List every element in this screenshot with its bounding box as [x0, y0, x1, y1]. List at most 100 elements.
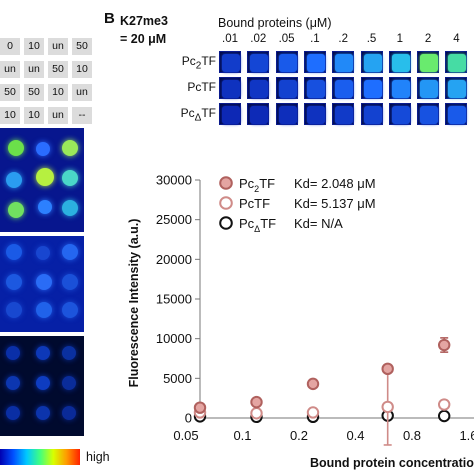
y-tick-label: 0 [185, 411, 192, 426]
table-cell: un [24, 61, 44, 78]
x-tick-label: 0.05 [173, 428, 198, 443]
legend-marker [219, 216, 233, 230]
array-spot [36, 168, 54, 186]
array-spot [36, 346, 50, 360]
array-spot [420, 54, 439, 72]
legend-label: PcTF [239, 196, 270, 211]
array-spot [6, 302, 22, 318]
array-well [247, 51, 270, 73]
array-spot [448, 80, 467, 98]
array-spot [62, 140, 78, 156]
concentration-label: 1 [396, 33, 403, 45]
array-well [219, 103, 241, 125]
array-spot [6, 406, 20, 420]
condition-label-line2: = 20 μM [120, 32, 167, 46]
data-point [306, 406, 320, 419]
array-spot [448, 106, 467, 124]
array-spot [36, 406, 50, 420]
array-spot [363, 106, 382, 124]
array-spot [222, 106, 240, 124]
array-well [247, 103, 270, 125]
data-point [381, 362, 394, 376]
table-row: 50 50 10 un [0, 84, 96, 102]
array-spot [278, 54, 297, 72]
panel-b-label: B [104, 10, 115, 27]
array-spot [62, 302, 78, 318]
array-row-label: PcΔTF [180, 106, 216, 124]
x-tick-label: 0.1 [233, 428, 251, 443]
legend-label: Pc2TF [239, 176, 275, 194]
y-tick-label: 30000 [156, 173, 192, 188]
array-spot [62, 244, 78, 260]
array-well [303, 51, 326, 73]
array-spot [391, 80, 410, 98]
table-cell: 0 [0, 38, 20, 55]
data-point [306, 377, 320, 391]
array-spot [36, 376, 50, 390]
array-header: Bound proteins (μM) [218, 16, 332, 30]
concentration-label: 4 [453, 33, 460, 45]
concentration-label: .01 [222, 33, 238, 45]
array-spot [420, 80, 439, 98]
array-spot [363, 80, 382, 98]
array-well [417, 51, 440, 73]
array-spot [6, 346, 20, 360]
array-spot [306, 54, 325, 72]
array-spot [278, 80, 297, 98]
array-spot [62, 170, 78, 186]
table-cell: 50 [0, 84, 20, 101]
array-well [445, 51, 468, 73]
concentration-label: 2 [424, 33, 432, 45]
array-spot [36, 246, 50, 260]
array-spot [6, 172, 22, 188]
array-row-label: Pc2TF [181, 54, 216, 72]
array-spot [278, 106, 297, 124]
table-cell: un [48, 107, 68, 124]
array-well [303, 103, 326, 125]
array-spot [250, 80, 269, 98]
table-cell: un [72, 84, 92, 101]
scale-high-label: high [86, 450, 110, 464]
heatmap-color-scale [0, 449, 80, 465]
array-spot [38, 200, 52, 214]
table-cell: 10 [48, 84, 68, 101]
array-spot [62, 406, 76, 420]
array-spot [6, 274, 22, 290]
table-cell: 10 [24, 107, 44, 124]
y-tick-label: 15000 [156, 292, 192, 307]
table-row: un un 50 10 [0, 61, 96, 79]
array-spot [62, 376, 76, 390]
array-spot [335, 106, 354, 124]
array-spot [306, 80, 325, 98]
array-spot [250, 106, 269, 124]
array-well [417, 103, 440, 125]
concentration-label: .02 [250, 33, 267, 45]
left-array-panel-3 [0, 336, 84, 436]
array-spot [62, 200, 78, 216]
array-well [275, 77, 298, 99]
array-spot [391, 106, 410, 124]
left-array-panel-1 [0, 128, 84, 232]
array-well [445, 77, 468, 99]
table-cell: 10 [0, 107, 20, 124]
array-spot [335, 54, 354, 72]
array-spot [36, 302, 52, 318]
array-well [332, 77, 355, 99]
array-spot [391, 54, 410, 72]
y-tick-label: 20000 [156, 252, 192, 267]
array-row-label: PcTF [187, 80, 216, 94]
array-well [417, 77, 440, 99]
array-spot [36, 274, 52, 290]
data-point [381, 400, 394, 414]
table-cell: un [48, 38, 68, 55]
table-cell: -- [72, 107, 92, 124]
array-well [360, 103, 383, 125]
array-spot [8, 140, 24, 156]
array-well [445, 103, 468, 125]
concentration-label: .05 [278, 33, 295, 45]
data-point [437, 409, 451, 423]
concentration-label: .5 [366, 33, 377, 45]
array-well [219, 51, 241, 73]
data-point [193, 401, 207, 414]
y-tick-label: 5000 [163, 371, 192, 386]
